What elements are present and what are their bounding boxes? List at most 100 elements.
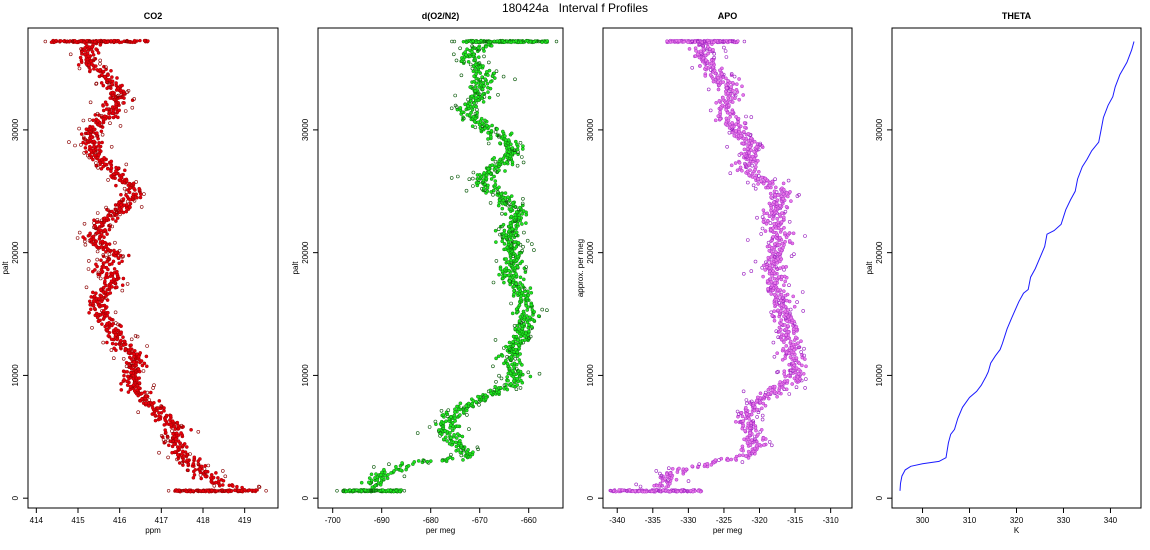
data-point [702,39,707,44]
data-point [796,341,800,346]
data-point [191,461,196,466]
data-point [458,438,462,443]
data-point [769,443,774,448]
data-point [693,46,698,51]
data-point [87,118,92,122]
data-point [486,130,490,135]
data-point [506,260,511,264]
data-point [463,50,468,54]
data-point [252,488,256,493]
data-point [510,311,515,316]
data-point [510,362,514,367]
data-point [119,192,123,197]
data-point [132,352,136,356]
data-point [785,298,789,303]
data-point [500,211,504,216]
data-point [520,201,525,206]
data-point [101,69,106,74]
data-point [754,173,759,178]
x-tick-label: 300 [916,516,930,525]
data-point [449,415,453,419]
data-point [106,85,111,90]
data-point [157,414,161,419]
data-point [521,209,526,213]
data-point [170,450,174,455]
data-point [513,356,518,361]
data-point [122,339,127,344]
data-point [88,39,92,44]
y-axis-label: palt [865,261,874,275]
data-point [637,489,641,493]
data-point [138,195,143,200]
data-point [674,477,679,482]
data-layer [43,38,268,494]
data-point [153,418,158,423]
data-point [754,165,758,169]
data-point [136,354,141,359]
data-point [486,73,490,77]
data-point [515,265,520,269]
data-point [468,85,473,89]
data-point [402,489,407,493]
data-point [756,177,761,181]
panel-3: APO -340 -335 -330 -325 -320 -315 -310 per meg 0 1… [576,11,853,535]
data-point [77,126,81,131]
data-point [127,355,132,360]
panel-title: d(O2/N2) [422,11,460,21]
data-point [500,354,505,358]
data-point [480,75,484,79]
data-point [511,278,516,282]
data-point [782,340,786,345]
data-point [68,52,73,57]
data-point [515,163,520,168]
data-point [770,179,775,184]
data-point [496,134,501,139]
data-point [786,373,791,378]
data-point [89,59,93,64]
data-point [142,390,147,394]
data-point [493,159,498,164]
data-point [729,85,734,89]
data-point [92,294,97,299]
data-point [443,428,448,433]
theta-line [899,41,1135,491]
panel-title: THETA [1002,11,1032,21]
data-point [493,182,498,187]
data-point [526,289,530,294]
data-point [121,343,126,347]
data-point [803,234,807,238]
data-point [779,318,784,322]
data-point [679,489,683,493]
data-point [185,458,189,462]
data-point [741,136,746,141]
data-point [188,490,193,494]
data-point [527,329,531,334]
data-point [745,401,749,406]
data-point [520,283,525,287]
data-point [503,212,508,216]
data-point [690,464,695,469]
data-point [119,324,123,329]
data-point [133,334,138,338]
data-point [109,348,114,352]
data-point [99,81,104,85]
data-point [782,289,786,294]
data-point [211,475,216,480]
data-point [466,97,470,102]
data-point [456,448,461,452]
data-point [113,310,118,315]
data-point [89,295,93,299]
plot-frame [891,27,1142,509]
y-tick-label: 10000 [301,364,310,387]
data-point [516,326,521,331]
data-point [108,291,113,295]
data-point [759,179,763,183]
data-point [121,356,126,361]
data-point [503,169,507,173]
data-point [461,116,466,121]
data-point [779,227,784,232]
data-point [121,197,126,201]
data-point [609,489,613,493]
data-point [740,414,745,419]
data-point [545,308,549,313]
